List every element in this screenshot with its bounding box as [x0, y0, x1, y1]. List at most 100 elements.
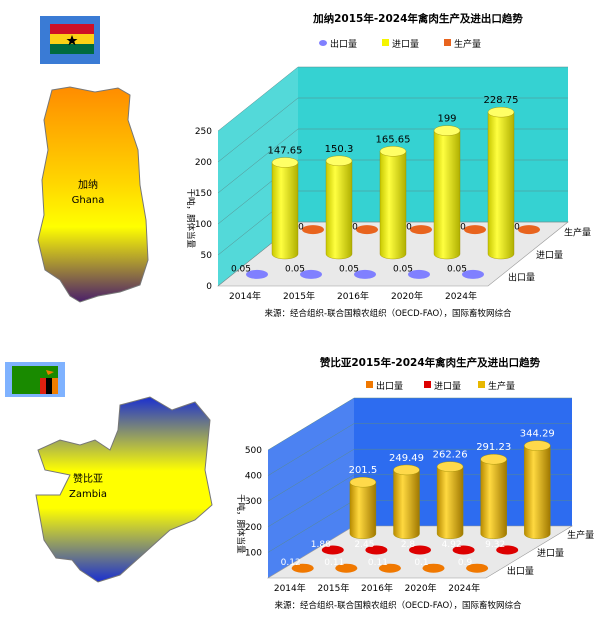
y-axis-label: 千吨，胴体当量 — [185, 189, 196, 249]
legend-swatch-import — [424, 381, 431, 388]
legend-label-import: 进口量 — [434, 381, 461, 392]
bar-marker — [356, 225, 378, 235]
data-label: 147.65 — [268, 145, 303, 156]
y-tick-label: 150 — [195, 189, 212, 199]
bar-marker — [335, 563, 358, 573]
y-tick-label: 200 — [245, 523, 262, 533]
ghana-panel: 加纳 Ghana 加纳2015年-2024年禽肉生产及进出口趋势 出口量 进口量… — [37, 12, 591, 319]
bar — [325, 160, 353, 260]
data-label: 0.05 — [393, 264, 413, 274]
ghana-flag-icon — [40, 16, 100, 64]
bar-top — [433, 125, 461, 136]
data-label: 1.88 — [311, 540, 331, 550]
bar — [524, 445, 551, 539]
y-tick-label: 0 — [206, 282, 212, 292]
data-label: 2.8 — [401, 540, 416, 550]
zambia-map-label-en: Zambia — [69, 489, 107, 500]
data-label: 291.23 — [476, 442, 511, 453]
bar-top — [487, 106, 515, 118]
legend-swatch-export — [319, 40, 327, 46]
x-tick-label: 2015年 — [283, 290, 315, 302]
legend-label-export: 出口量 — [376, 380, 403, 392]
zambia-flag-icon — [5, 362, 65, 397]
x-tick-label: 2014年 — [274, 582, 306, 594]
y-tick-label: 100 — [245, 548, 262, 558]
legend-label-import: 进口量 — [392, 39, 419, 50]
data-label: 0 — [352, 223, 358, 233]
chart-title: 赞比亚2015年-2024年禽肉生产及进出口趋势 — [319, 356, 541, 369]
x-tick-label: 2024年 — [445, 290, 477, 302]
ghana-map-label-cn: 加纳 — [78, 178, 98, 191]
legend-swatch-production — [444, 39, 451, 46]
depth-axis-label: 出口量 — [508, 271, 535, 283]
bar-top — [271, 157, 299, 168]
bar-marker — [410, 225, 432, 235]
data-label: 0.05 — [285, 264, 305, 274]
bar — [480, 459, 507, 539]
legend-label-export: 出口量 — [330, 38, 357, 50]
bar-marker — [466, 563, 489, 573]
bar-marker — [300, 269, 322, 279]
bar-top — [325, 155, 353, 167]
ghana-chart: 0 50 100 150 200 250 千吨，胴体当量 2014年 2015年 2016年 202… — [185, 66, 591, 302]
legend-label-production: 生产量 — [454, 38, 481, 50]
chart-gridline — [267, 397, 572, 451]
bar-marker — [462, 269, 484, 279]
data-label: 228.75 — [484, 95, 519, 106]
chart-legend: 出口量 进口量 生产量 — [319, 38, 481, 50]
bar-top — [436, 461, 464, 472]
y-axis-label: 千吨，胴体当量 — [235, 494, 246, 554]
y-tick-label: 100 — [195, 220, 212, 230]
data-label: 4.92 — [442, 540, 462, 550]
data-label: 0.9 — [458, 558, 473, 568]
x-tick-label: 2024年 — [448, 582, 480, 594]
data-label: 0.05 — [231, 264, 251, 274]
chart-source: 来源：经合组织-联合国粮农组织（OECD-FAO），国际畜牧网综合 — [275, 600, 522, 611]
data-label: 249.49 — [389, 453, 424, 464]
zambia-chart: 100 200 300 400 500 千吨，胴体当量 2014年 2015年 2016年 202… — [235, 397, 594, 594]
y-tick-label: 500 — [245, 446, 262, 456]
zambia-panel: 赞比亚 Zambia 赞比亚2015年-2024年禽肉生产及进出口趋势 出口量 … — [5, 356, 594, 611]
bar-marker — [378, 563, 401, 573]
bar — [379, 151, 407, 260]
x-tick-label: 2016年 — [361, 582, 393, 594]
bar-marker — [496, 545, 519, 555]
bar-marker — [452, 545, 475, 555]
data-label: 150.3 — [325, 144, 354, 155]
chart-gridline — [217, 66, 568, 132]
chart-gridline — [217, 159, 568, 225]
zambia-map — [35, 396, 213, 583]
chart-gridline — [217, 128, 568, 194]
data-label: 2.45 — [354, 540, 374, 550]
bar — [433, 130, 461, 260]
data-label: 201.5 — [349, 465, 378, 476]
bar-marker — [464, 225, 486, 235]
bar-top — [349, 477, 377, 488]
data-label: 0.05 — [447, 264, 467, 274]
chart-title: 加纳2015年-2024年禽肉生产及进出口趋势 — [312, 12, 523, 25]
bar-top — [524, 440, 551, 451]
bar-marker — [302, 225, 324, 235]
data-label: 0.05 — [339, 264, 359, 274]
data-label: 0.1 — [414, 558, 428, 568]
depth-axis-label: 生产量 — [564, 227, 591, 239]
bar-marker — [422, 563, 445, 573]
data-label: 0 — [514, 223, 520, 233]
legend-swatch-export — [366, 381, 373, 388]
depth-axis-label: 进口量 — [537, 548, 564, 559]
bar — [436, 466, 464, 539]
data-label: 0.12 — [281, 558, 301, 568]
bar-top — [379, 146, 407, 157]
bar — [349, 482, 377, 539]
y-tick-label: 200 — [195, 158, 212, 168]
depth-axis-label: 进口量 — [536, 250, 563, 261]
depth-axis-label: 出口量 — [507, 565, 534, 577]
bar-top — [480, 454, 507, 465]
bar — [393, 469, 420, 539]
bar-marker — [518, 225, 540, 235]
bar-top — [393, 464, 420, 476]
legend-swatch-production — [478, 381, 485, 388]
data-label: 0 — [406, 223, 412, 233]
x-tick-label: 2020年 — [405, 582, 437, 594]
